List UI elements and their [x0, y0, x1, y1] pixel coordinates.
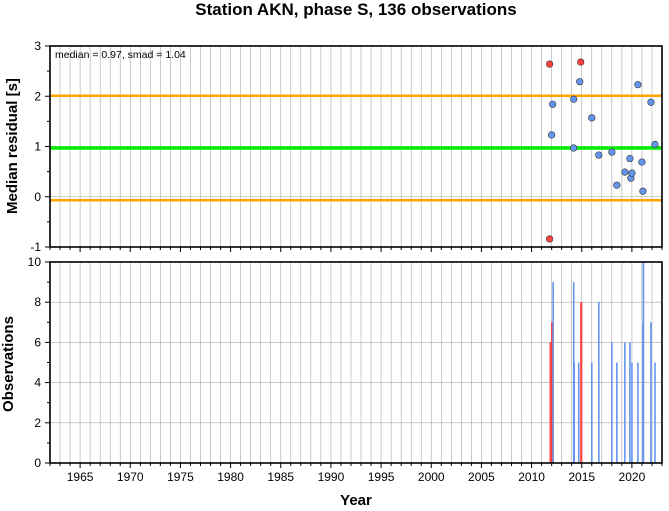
x-tick-label: 1980 — [217, 470, 244, 484]
observations-panel-grid — [49, 261, 663, 464]
reference-lines — [50, 94, 662, 202]
residual-y-axis-label: Median residual [s] — [4, 78, 21, 214]
y-tick-label: 3 — [34, 39, 41, 53]
x-tick-label: 1985 — [267, 470, 294, 484]
x-tick-label: 1995 — [368, 470, 395, 484]
residual-point — [595, 151, 603, 159]
residual-point — [638, 158, 646, 166]
residual-point — [588, 114, 596, 122]
x-tick-label: 1970 — [117, 470, 144, 484]
y-tick-label: 2 — [34, 89, 41, 103]
y-tick-label: -1 — [30, 240, 41, 254]
observations-y-axis-label: Observations — [0, 316, 17, 412]
x-axis-label: Year — [340, 492, 372, 509]
x-tick-label: 2000 — [418, 470, 445, 484]
residual-points — [546, 58, 659, 243]
y-tick-label: 4 — [34, 376, 41, 390]
x-tick-label: 2010 — [518, 470, 545, 484]
residual-point — [570, 95, 578, 103]
y-tick-label: 1 — [34, 140, 41, 154]
median-smad-annotation: median = 0.97, smad = 1.04 — [55, 49, 186, 61]
x-tick-label: 1975 — [167, 470, 194, 484]
outlier-point — [577, 58, 585, 66]
x-tick-label: 2005 — [468, 470, 495, 484]
y-tick-label: 10 — [28, 255, 42, 269]
outlier-point — [546, 60, 554, 68]
observations-y-ticks: 0 2 4 6 8 10 — [28, 255, 50, 470]
x-tick-label: 2020 — [619, 470, 646, 484]
residual-point — [651, 140, 659, 149]
y-tick-label: 6 — [34, 335, 41, 349]
residual-point — [608, 148, 616, 156]
observations-panel-frame — [49, 261, 663, 464]
residual-point — [628, 169, 636, 177]
residual-point — [634, 81, 642, 89]
chart-title: Station AKN, phase S, 136 observations — [195, 0, 517, 19]
y-tick-label: 8 — [34, 295, 41, 309]
y-tick-label: 2 — [34, 416, 41, 430]
year-x-ticks: 1965 1970 1975 1980 1985 1990 1995 2000 2005 2010… — [49, 247, 663, 484]
observation-bars — [549, 262, 656, 463]
residual-point — [647, 98, 655, 106]
residual-point — [548, 131, 556, 139]
residual-point — [576, 78, 584, 86]
y-tick-label: 0 — [34, 456, 41, 470]
outlier-point — [546, 235, 554, 243]
residual-point — [626, 154, 634, 163]
residual-point — [549, 100, 557, 108]
residual-point — [639, 187, 647, 195]
x-tick-label: 1965 — [67, 470, 94, 484]
x-tick-label: 1990 — [318, 470, 345, 484]
x-tick-label: 2015 — [568, 470, 595, 484]
residual-point — [570, 144, 578, 152]
residual-point — [621, 168, 629, 176]
y-tick-label: 0 — [34, 190, 41, 204]
residual-y-ticks: -1 0 1 2 3 — [30, 39, 50, 254]
residual-point — [613, 181, 621, 189]
